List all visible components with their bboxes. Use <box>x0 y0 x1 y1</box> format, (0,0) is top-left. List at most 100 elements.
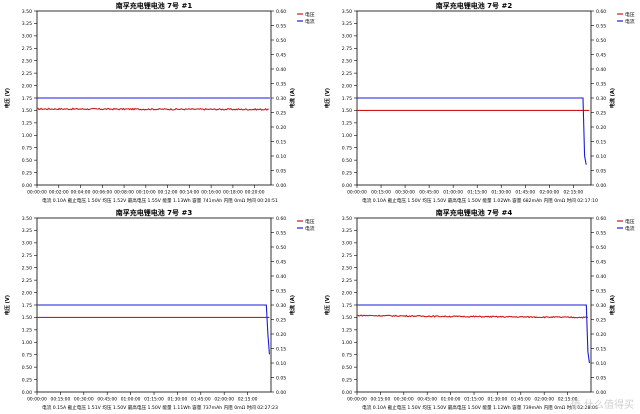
y-tick-label: 2.50 <box>342 59 352 65</box>
y2-tick-label: 0.30 <box>596 303 606 309</box>
y-tick-label: 2.75 <box>22 253 32 259</box>
chart-title: 南孚充电锂电池 7号 #4 <box>436 208 513 217</box>
chart-panel-1: 南孚充电锂电池 7号 #1 0.00 0.25 0.50 0.75 1.00 1.25 1.5… <box>4 1 315 204</box>
legend-label: 电压 <box>625 11 635 18</box>
y2-tick-label: 0.05 <box>596 168 606 174</box>
y-tick-label: 0.75 <box>22 353 32 359</box>
x-tick-label: 00:45:00 <box>97 397 117 403</box>
x-tick-label: 01:30:00 <box>491 190 511 196</box>
y2-tick-label: 0.10 <box>596 154 606 160</box>
y-tick-label: 1.50 <box>342 315 352 321</box>
x-tick-label: 01:00:00 <box>441 397 461 403</box>
y2-tick-label: 0.10 <box>276 361 286 367</box>
x-tick-label: 00:15:00 <box>371 397 391 403</box>
y-tick-label: 1.00 <box>22 133 32 139</box>
y2-tick-label: 0.00 <box>276 183 286 189</box>
watermark: 值 什么值得买 <box>570 400 634 411</box>
y-tick-label: 1.50 <box>342 108 352 114</box>
x-tick-label: 02:15:00 <box>238 397 258 403</box>
y-tick-label: 2.00 <box>342 290 352 296</box>
y2-tick-label: 0.55 <box>276 230 286 236</box>
y-tick-label: 0.00 <box>22 183 32 189</box>
y-tick-label: 1.00 <box>342 133 352 139</box>
stats-footer: 电流 0.10A 截止电压 1.50V 均压 1.50V 最高电压 1.50V … <box>362 197 598 204</box>
y2-tick-label: 0.35 <box>596 81 606 87</box>
y2-tick-label: 0.15 <box>276 139 286 145</box>
x-tick-label: 01:30:00 <box>488 397 508 403</box>
x-tick-label: 00:14:00 <box>180 190 200 196</box>
y2-tick-label: 0.55 <box>596 230 606 236</box>
y2-tick-label: 0.30 <box>276 303 286 309</box>
y-tick-label: 0.25 <box>342 170 352 176</box>
y2-tick-label: 0.20 <box>276 332 286 338</box>
series-line-current <box>357 304 590 364</box>
x-tick-label: 01:15:00 <box>144 397 164 403</box>
y-tick-label: 2.00 <box>22 290 32 296</box>
y-tick-label: 2.50 <box>342 266 352 272</box>
y2-tick-label: 0.60 <box>596 216 606 222</box>
x-tick-label: 00:30:00 <box>74 397 94 403</box>
y2-tick-label: 0.50 <box>276 245 286 251</box>
y-tick-label: 1.25 <box>22 121 32 127</box>
y2-tick-label: 0.20 <box>276 125 286 131</box>
y-tick-label: 1.50 <box>22 315 32 321</box>
y2-tick-label: 0.45 <box>276 52 286 58</box>
y-tick-label: 1.75 <box>342 96 352 102</box>
y-tick-label: 1.00 <box>342 340 352 346</box>
y2-tick-label: 0.40 <box>276 274 286 280</box>
chart-title: 南孚充电锂电池 7号 #2 <box>436 1 513 10</box>
legend-label: 电流 <box>305 18 315 25</box>
y-tick-label: 1.50 <box>22 108 32 114</box>
chart-panel-4: 南孚充电锂电池 7号 #4 0.00 0.25 0.50 0.75 1.00 1.25 1.5… <box>324 208 635 411</box>
chart-title: 南孚充电锂电池 7号 #1 <box>116 1 193 10</box>
y2-tick-label: 0.05 <box>276 168 286 174</box>
chart-panel-2: 南孚充电锂电池 7号 #2 0.00 0.25 0.50 0.75 1.00 1.25 1.5… <box>324 1 635 204</box>
y2-tick-label: 0.05 <box>596 375 606 381</box>
x-tick-label: 01:15:00 <box>464 397 484 403</box>
series-line-current <box>37 304 270 355</box>
y2-tick-label: 0.25 <box>596 110 606 116</box>
y-tick-label: 3.25 <box>342 228 352 234</box>
y-tick-label: 1.25 <box>342 121 352 127</box>
y2-tick-label: 0.25 <box>596 317 606 323</box>
y-axis-label: 电压 (V) <box>4 295 11 315</box>
y2-tick-label: 0.00 <box>596 390 606 396</box>
y2-axis-label: 电流 (A) <box>289 88 296 108</box>
stats-footer: 电流 0.10A 截止电压 1.50V 均压 1.52V 最高电压 1.55V … <box>42 197 278 204</box>
y-tick-label: 1.75 <box>22 96 32 102</box>
y-tick-label: 0.25 <box>22 377 32 383</box>
y-tick-label: 0.50 <box>342 365 352 371</box>
y2-tick-label: 0.20 <box>596 332 606 338</box>
x-tick-label: 02:00:00 <box>539 190 559 196</box>
y-tick-label: 3.50 <box>342 9 352 15</box>
y-axis-label: 电压 (V) <box>324 295 331 315</box>
y-tick-label: 0.00 <box>342 390 352 396</box>
y2-axis-label: 电流 (A) <box>289 295 296 315</box>
y2-tick-label: 0.45 <box>596 52 606 58</box>
series-line-voltage <box>356 314 588 319</box>
legend-label: 电压 <box>625 218 635 225</box>
y-tick-label: 3.00 <box>342 241 352 247</box>
y2-tick-label: 0.50 <box>596 38 606 44</box>
x-tick-label: 01:15:00 <box>467 190 487 196</box>
x-tick-label: 00:30:00 <box>394 397 414 403</box>
x-tick-label: 00:00:00 <box>347 397 367 403</box>
x-tick-label: 01:45:00 <box>191 397 211 403</box>
y2-tick-label: 0.60 <box>276 216 286 222</box>
y-tick-label: 1.75 <box>22 303 32 309</box>
y2-tick-label: 0.35 <box>596 288 606 294</box>
x-tick-label: 00:00:00 <box>27 397 47 403</box>
x-tick-label: 02:00:00 <box>214 397 234 403</box>
y-tick-label: 3.25 <box>22 21 32 27</box>
y-tick-label: 2.25 <box>342 278 352 284</box>
y2-tick-label: 0.25 <box>276 110 286 116</box>
x-tick-label: 00:06:00 <box>92 190 112 196</box>
legend-label: 电压 <box>305 218 315 225</box>
y-axis-label: 电压 (V) <box>4 88 11 108</box>
x-tick-label: 00:00:00 <box>347 190 367 196</box>
x-tick-label: 00:12:00 <box>158 190 178 196</box>
x-tick-label: 00:30:00 <box>395 190 415 196</box>
y-tick-label: 2.25 <box>22 278 32 284</box>
chart-panel-3: 南孚充电锂电池 7号 #3 0.00 0.25 0.50 0.75 1.00 1.25 1.5… <box>4 208 315 411</box>
x-tick-label: 00:15:00 <box>371 190 391 196</box>
